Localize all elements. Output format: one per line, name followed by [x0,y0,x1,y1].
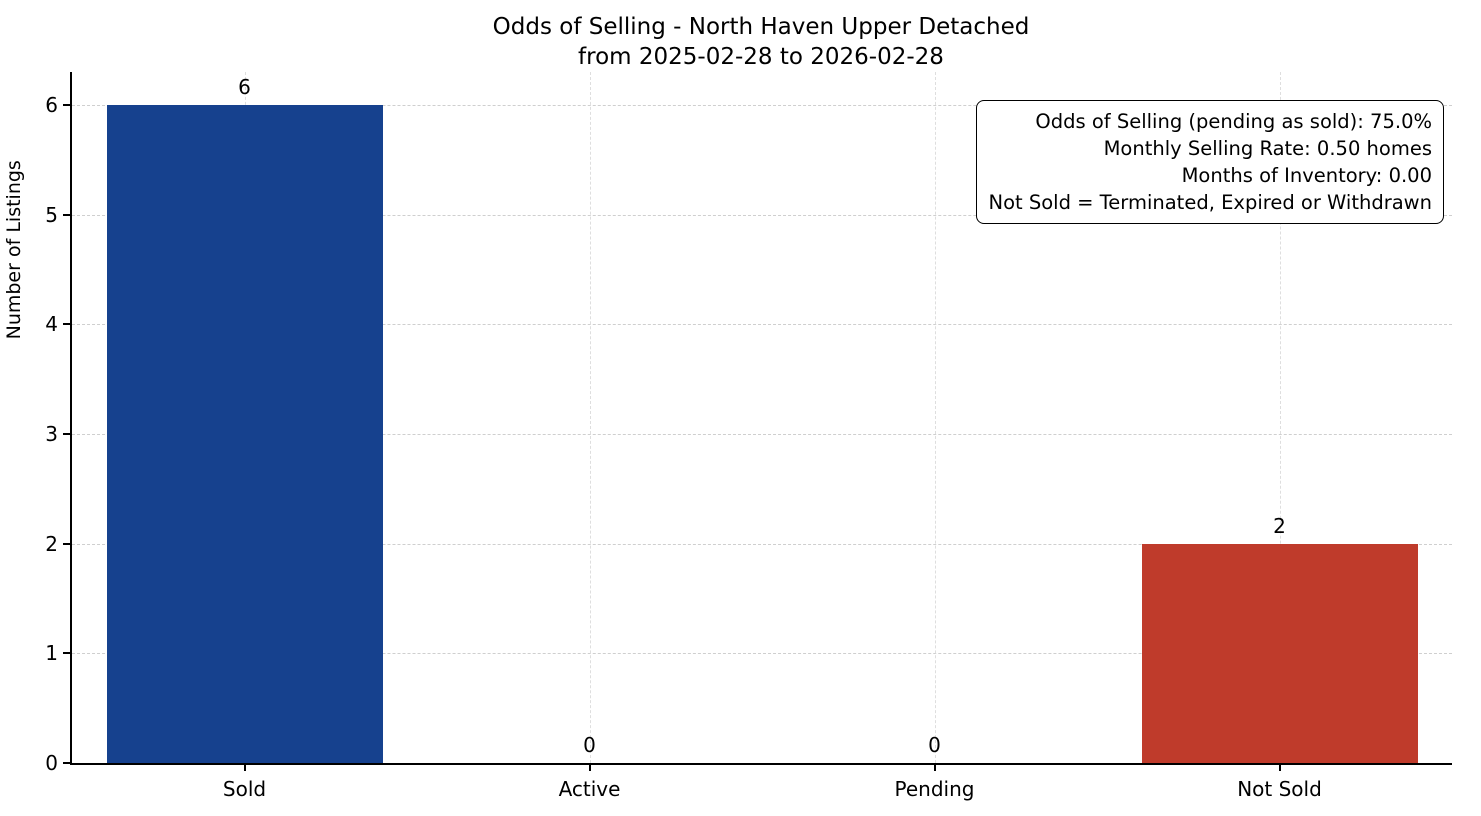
gridline-horizontal [72,543,1452,545]
gridline-vertical [589,72,591,763]
bar-sold [106,104,383,763]
gridline-vertical [1279,72,1281,763]
stats-annotation-box: Odds of Selling (pending as sold): 75.0%… [976,100,1444,224]
y-tick-label: 0 [45,751,58,775]
bar-value-label: 0 [583,733,596,757]
y-tick-mark [63,323,71,326]
gridline-horizontal [72,433,1452,435]
x-tick-mark [588,763,591,771]
gridline-horizontal [72,653,1452,655]
y-tick-mark [63,213,71,216]
x-tick-label-sold: Sold [222,777,267,801]
x-tick-label-pending: Pending [894,777,975,801]
bar-value-label: 0 [928,733,941,757]
y-tick-label: 2 [45,531,58,556]
y-tick-mark [63,432,71,435]
chart-title: Odds of Selling - North Haven Upper Deta… [70,12,1452,72]
annotation-line-notsold: Not Sold = Terminated, Expired or Withdr… [988,191,1432,214]
x-tick-mark [243,763,246,771]
annotation-line-rate: Monthly Selling Rate: 0.50 homes [1103,137,1432,160]
bar-value-label: 2 [1273,513,1286,538]
x-tick-mark [933,763,936,771]
y-tick-label: 4 [45,312,58,337]
bar-value-label: 6 [238,74,251,99]
chart-title-line2: from 2025-02-28 to 2026-02-28 [578,44,944,70]
annotation-line-inventory: Months of Inventory: 0.00 [1181,164,1432,187]
annotation-line-odds: Odds of Selling (pending as sold): 75.0% [1035,110,1432,133]
plot-area: 0 1 2 3 4 5 6 6 Sold 0 Active 0 Pending 2 Not Sold [45,72,1452,801]
y-tick-label: 6 [45,92,58,117]
y-tick-label: 3 [45,421,58,446]
gridline-vertical [934,72,936,763]
y-tick-mark [63,542,71,545]
y-tick-mark [63,652,71,655]
y-axis-label: Number of Listings [3,160,25,340]
y-tick-label: 5 [45,202,58,227]
y-tick-mark [63,762,71,764]
x-tick-mark [1278,763,1281,771]
gridline-horizontal [72,324,1452,326]
gridline-horizontal [72,104,1452,106]
gridline-horizontal [72,214,1452,216]
x-tick-label-active: Active [558,777,621,801]
bar-not-sold [1141,543,1418,763]
x-tick-label-not-sold: Not Sold [1237,777,1322,801]
y-tick-label: 1 [45,641,58,666]
chart-title-line1: Odds of Selling - North Haven Upper Deta… [492,14,1030,40]
y-tick-mark [63,103,71,106]
